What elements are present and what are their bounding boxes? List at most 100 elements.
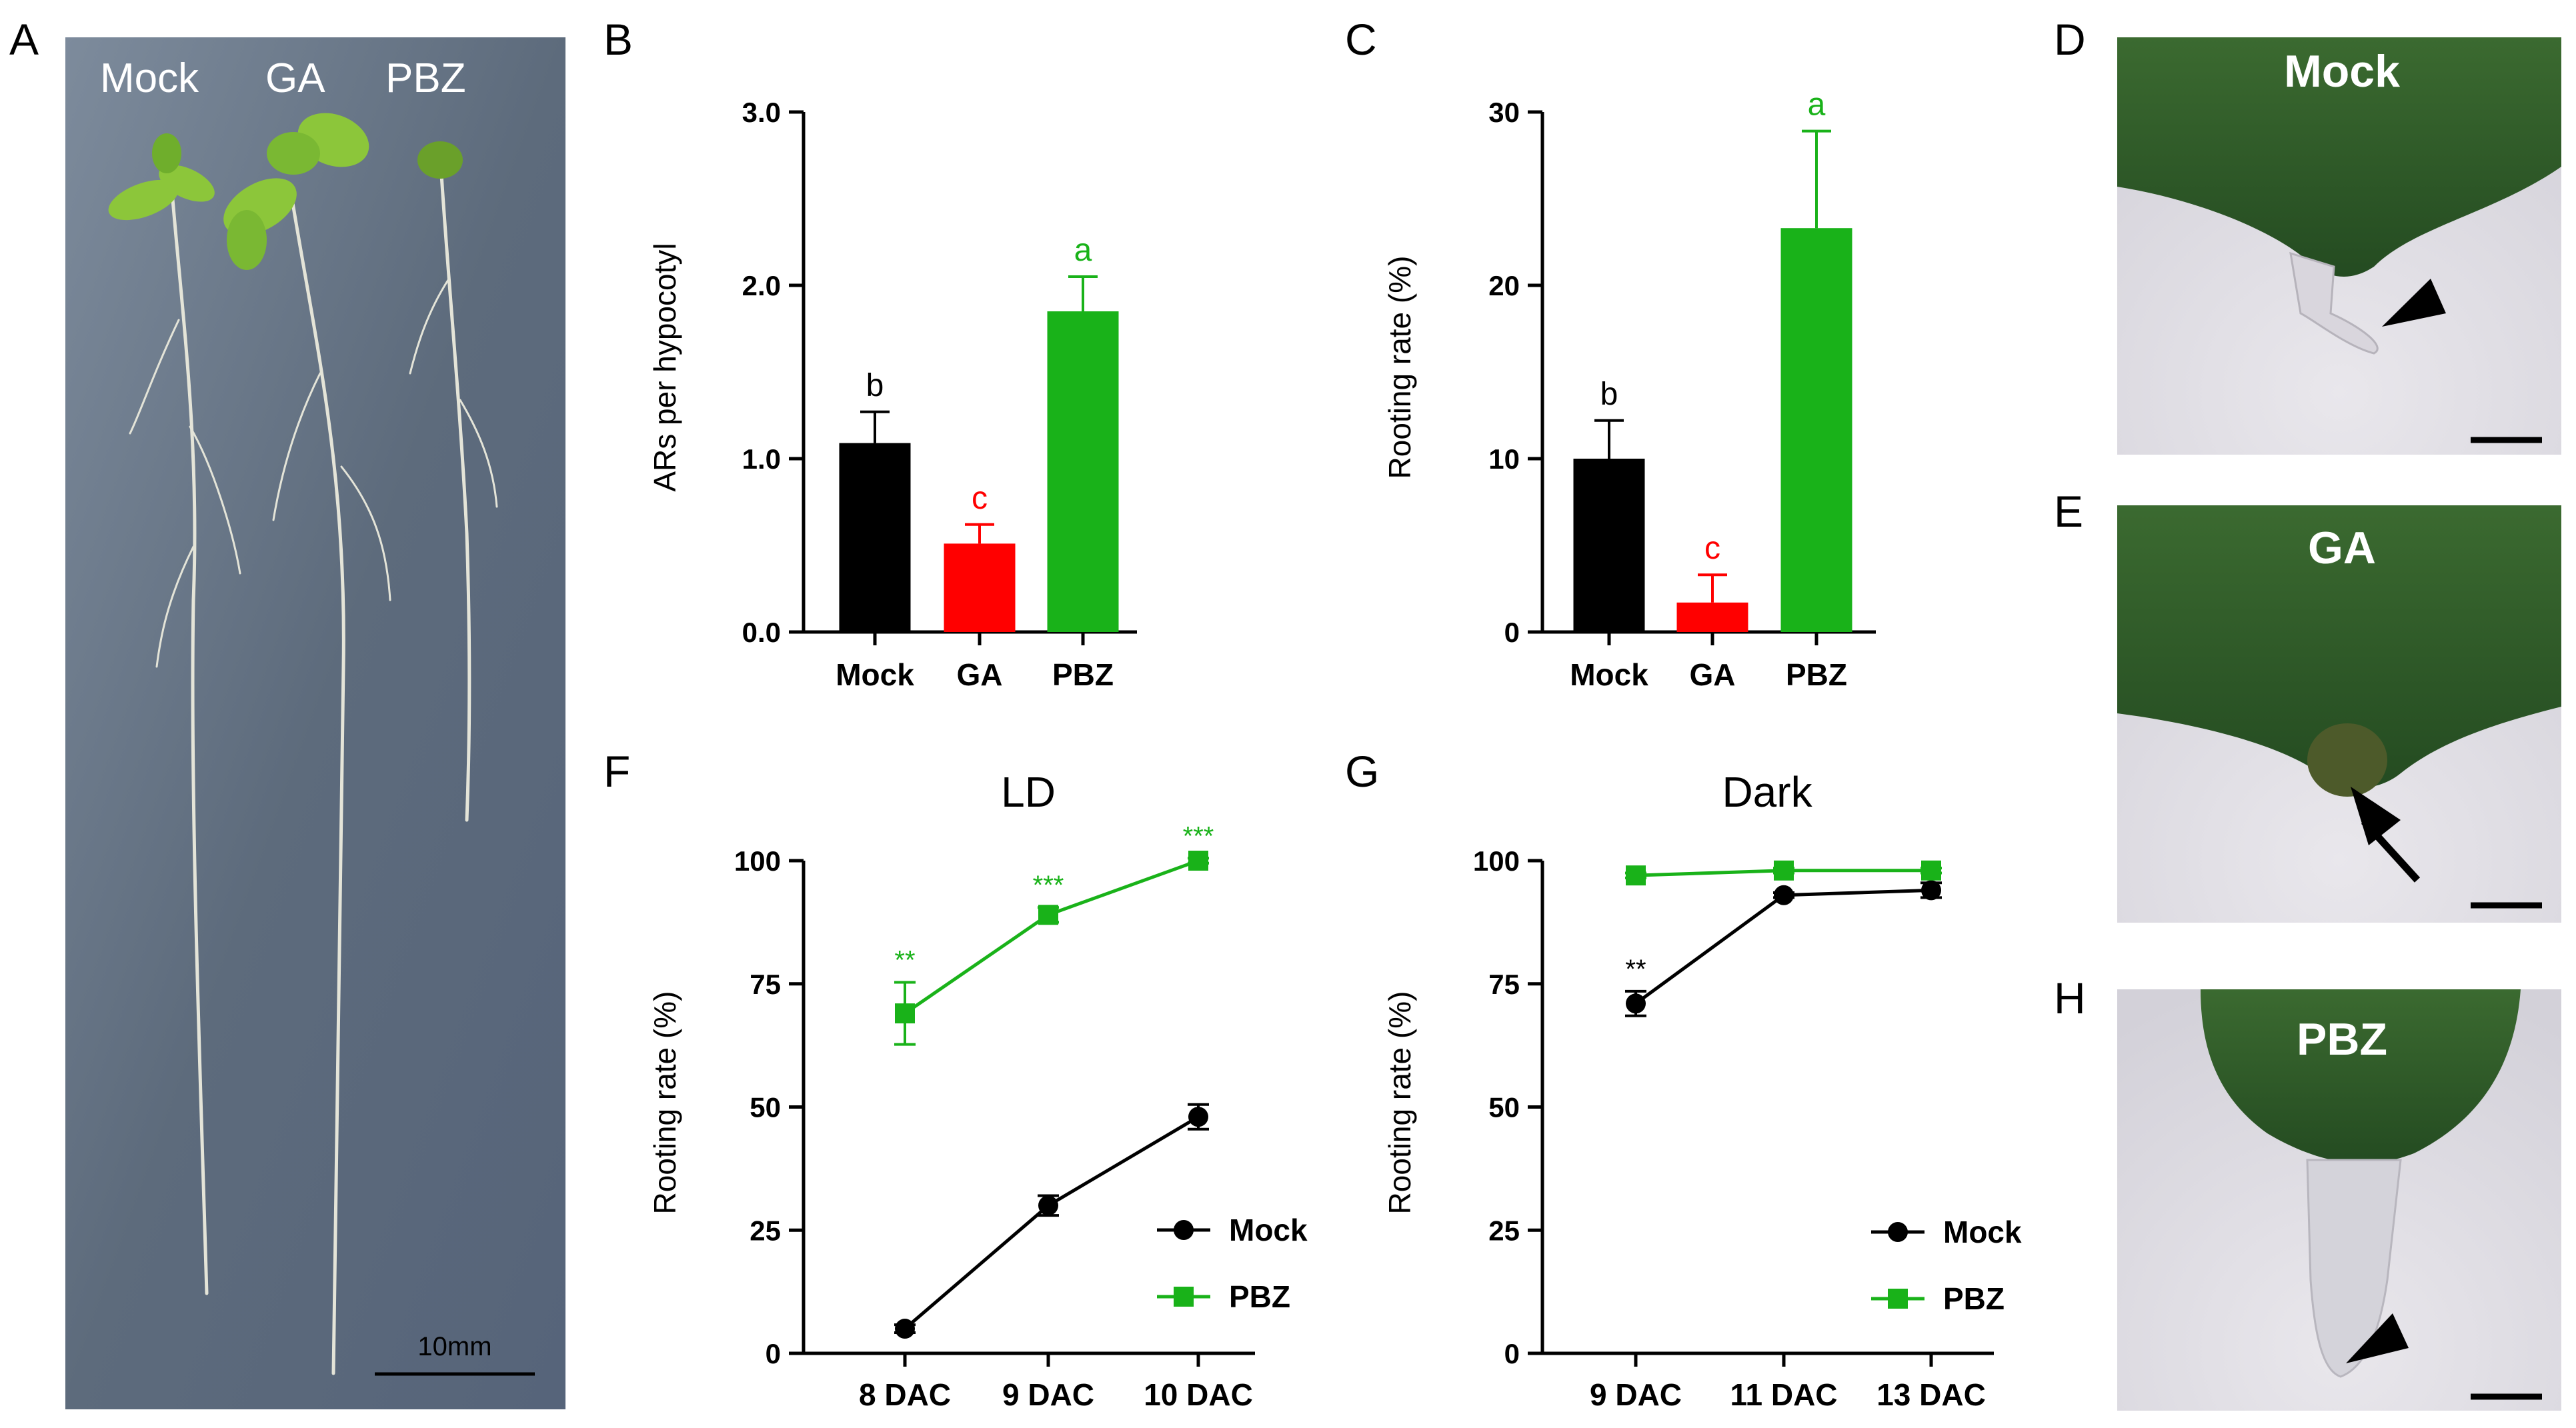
data-point-mock — [895, 1319, 915, 1339]
x-tick-label: PBZ — [1052, 657, 1114, 692]
bar-pbz — [1047, 311, 1119, 632]
x-tick-label: 8 DAC — [859, 1377, 951, 1412]
bar-ga — [944, 543, 1016, 632]
chart-f: Rooting rate (%) LD 0 25 50 75 100 8 DAC 9 DAC… — [648, 768, 1308, 1412]
significance-marker: *** — [1033, 871, 1064, 900]
data-point-pbz — [1188, 851, 1208, 871]
data-point-mock — [1921, 880, 1941, 901]
legend-marker-pbz — [1888, 1289, 1908, 1309]
y-tick-label: 75 — [750, 969, 781, 1000]
data-point-mock — [1774, 885, 1794, 905]
x-tick-label: 9 DAC — [1002, 1377, 1094, 1412]
panel-label-d: D — [2054, 15, 2086, 64]
panel-label-g: G — [1345, 747, 1379, 796]
series-line-mock — [904, 1115, 1200, 1330]
y-axis-label: ARs per hypocotyl — [648, 243, 682, 491]
photo-label-ga: GA — [265, 55, 325, 101]
photo-panel-a: Mock GA PBZ 10mm — [65, 37, 565, 1409]
arrowhead-icon — [2346, 1313, 2409, 1363]
panel-label-c: C — [1345, 15, 1377, 64]
y-tick-label: 2.0 — [742, 270, 781, 301]
x-tick-label: Mock — [836, 657, 914, 692]
bar-mock — [839, 443, 911, 632]
photo-label-pbz: PBZ — [385, 55, 466, 101]
data-point-pbz — [1038, 905, 1058, 925]
chart-title: LD — [1001, 768, 1056, 816]
significance-marker: ** — [1625, 955, 1646, 984]
y-tick-label: 0 — [1504, 1338, 1520, 1369]
seedling-leaves — [108, 113, 463, 270]
bar-pbz — [1780, 228, 1852, 632]
significance-marker: ** — [894, 946, 915, 975]
y-tick-label: 10 — [1488, 443, 1520, 475]
panel-label-b: B — [603, 15, 633, 64]
data-point-mock — [1188, 1107, 1208, 1127]
y-tick-label: 1.0 — [742, 443, 781, 475]
data-point-pbz — [1921, 860, 1941, 881]
chart-c: Rooting rate (%) 0 10 20 30 Mock b GA c PBZ a — [1382, 87, 1876, 692]
x-tick-label: GA — [957, 657, 1003, 692]
x-tick-label: 13 DAC — [1876, 1377, 1986, 1412]
y-axis-label: Rooting rate (%) — [1382, 256, 1417, 479]
panel-label-f: F — [603, 747, 630, 796]
panel-label-a: A — [9, 15, 39, 64]
data-point-pbz — [895, 1003, 915, 1024]
legend-marker-mock — [1888, 1222, 1908, 1242]
significance-letter: a — [1074, 233, 1092, 268]
y-tick-label: 20 — [1488, 270, 1520, 301]
photo-label: Mock — [2284, 46, 2400, 97]
legend-label-mock: Mock — [1229, 1213, 1308, 1247]
photo-panel-e: GA — [2117, 505, 2561, 923]
bar-ga — [1676, 602, 1748, 632]
photo-panel-d: Mock — [2117, 37, 2561, 455]
chart-title: Dark — [1722, 768, 1812, 816]
x-tick-label: 11 DAC — [1730, 1377, 1837, 1412]
chart-b: ARs per hypocotyl 0.0 1.0 2.0 3.0 Mock b GA c PB… — [648, 97, 1137, 692]
bar-mock — [1573, 459, 1645, 632]
y-tick-label: 75 — [1488, 969, 1520, 1000]
x-tick-label: 10 DAC — [1144, 1377, 1253, 1412]
legend-label-pbz: PBZ — [1229, 1279, 1290, 1314]
x-tick-label: GA — [1690, 657, 1736, 692]
legend-marker-mock — [1174, 1220, 1194, 1240]
y-tick-label: 100 — [734, 845, 781, 877]
significance-letter: b — [1600, 377, 1618, 412]
scale-bar-label: 10mm — [417, 1332, 491, 1361]
legend-label-pbz: PBZ — [1943, 1281, 2005, 1316]
y-tick-label: 0.0 — [742, 617, 781, 648]
y-tick-label: 30 — [1488, 97, 1520, 128]
y-tick-label: 3.0 — [742, 97, 781, 128]
significance-letter: c — [1704, 531, 1720, 566]
arrowhead-icon — [2382, 279, 2446, 327]
x-tick-label: PBZ — [1786, 657, 1847, 692]
series-line-mock — [1634, 888, 1932, 1005]
data-point-pbz — [1774, 860, 1794, 881]
y-axis-label: Rooting rate (%) — [1382, 991, 1417, 1215]
y-tick-label: 25 — [750, 1215, 781, 1246]
legend-label-mock: Mock — [1943, 1215, 2022, 1249]
panel-label-e: E — [2054, 487, 2083, 536]
x-tick-label: 9 DAC — [1590, 1377, 1682, 1412]
photo-label: GA — [2308, 523, 2376, 573]
significance-letter: b — [866, 368, 884, 403]
data-point-mock — [1626, 993, 1646, 1014]
y-tick-label: 50 — [1488, 1092, 1520, 1123]
y-axis-label: Rooting rate (%) — [648, 991, 682, 1215]
significance-letter: a — [1808, 87, 1826, 123]
y-tick-label: 100 — [1473, 845, 1520, 877]
y-tick-label: 0 — [766, 1338, 781, 1369]
x-tick-label: Mock — [1570, 657, 1648, 692]
data-point-mock — [1038, 1195, 1058, 1216]
significance-letter: c — [972, 481, 988, 516]
y-tick-label: 25 — [1488, 1215, 1520, 1246]
significance-marker: *** — [1183, 821, 1214, 851]
photo-label-mock: Mock — [100, 55, 199, 101]
photo-panel-h: PBZ — [2117, 989, 2561, 1411]
y-tick-label: 50 — [750, 1092, 781, 1123]
data-point-pbz — [1626, 865, 1646, 886]
arrow-icon — [2351, 787, 2421, 883]
y-tick-label: 0 — [1504, 617, 1520, 648]
panel-label-h: H — [2054, 973, 2086, 1023]
chart-g: Rooting rate (%) Dark 0 25 50 75 100 9 DAC 11 … — [1382, 768, 2022, 1412]
